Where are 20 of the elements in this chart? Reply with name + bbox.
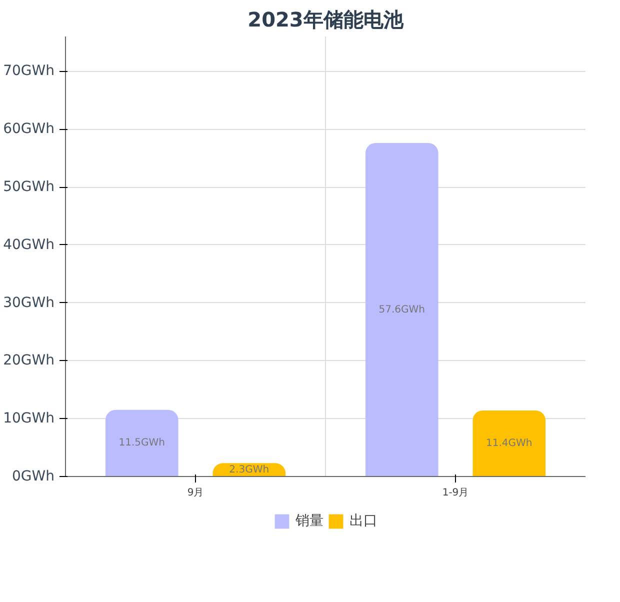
bar — [105, 410, 178, 476]
x-tick-label: 1-9月 — [442, 488, 469, 498]
y-tick-label: 50GWh — [3, 179, 55, 196]
bar — [365, 143, 438, 476]
legend-label: 出口 — [350, 512, 378, 530]
y-tick-label: 40GWh — [3, 236, 55, 253]
data-label: 2.3GWh — [229, 464, 270, 476]
chart-title: 2023年储能电池 — [248, 8, 404, 32]
y-tick-label: 30GWh — [3, 294, 55, 311]
data-label: 57.6GWh — [378, 304, 426, 316]
data-label: 11.4GWh — [486, 438, 532, 449]
y-tick-label: 0GWh — [12, 468, 55, 484]
bar — [472, 410, 546, 476]
y-tick-label: 60GWh — [3, 121, 55, 138]
x-tick-label: 9月 — [187, 488, 204, 498]
y-tick-label: 10GWh — [3, 410, 55, 427]
data-label: 11.5GWh — [118, 438, 166, 449]
y-tick-label: 70GWh — [3, 63, 55, 80]
legend-label: 销量 — [296, 512, 324, 530]
y-tick-label: 20GWh — [3, 352, 55, 369]
